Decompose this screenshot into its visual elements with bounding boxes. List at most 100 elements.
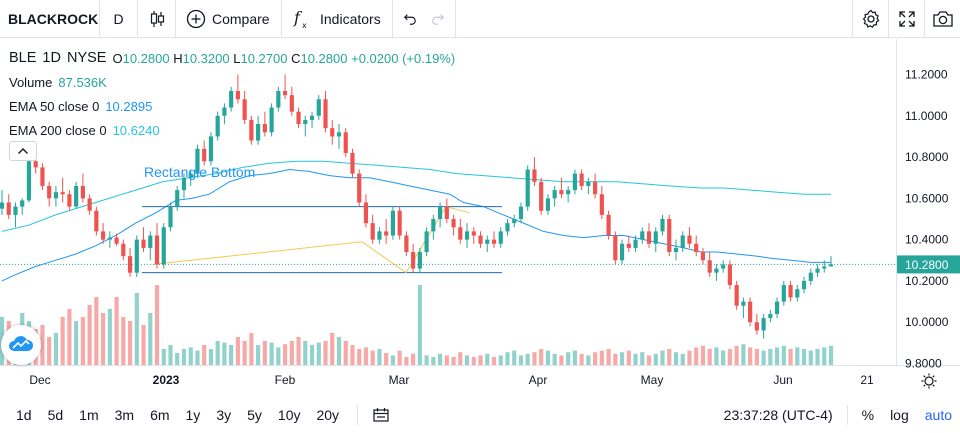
volume-bar bbox=[370, 350, 375, 365]
range-button-5y[interactable]: 5y bbox=[247, 407, 262, 423]
x-tick-label: Feb bbox=[275, 373, 296, 387]
candle bbox=[761, 313, 766, 339]
candle bbox=[309, 111, 315, 129]
candle bbox=[107, 231, 112, 248]
volume-bar bbox=[343, 341, 348, 365]
candle bbox=[222, 103, 227, 125]
x-tick-label: May bbox=[641, 373, 664, 387]
candle bbox=[161, 223, 166, 269]
ema200-line bbox=[1, 160, 831, 232]
volume-bar bbox=[714, 347, 719, 365]
volume-bar bbox=[512, 350, 517, 365]
volume-bar bbox=[87, 305, 92, 365]
volume-bar bbox=[161, 349, 166, 365]
candle bbox=[613, 231, 618, 265]
candle bbox=[67, 190, 72, 211]
price-axis[interactable]: 11.2000 11.0000 10.8000 10.6000 10.4000 10.20… bbox=[905, 68, 949, 371]
redo-icon[interactable] bbox=[431, 11, 445, 27]
candle bbox=[289, 86, 294, 116]
fullscreen-button[interactable] bbox=[888, 0, 924, 38]
legend-ema50-row[interactable]: EMA 50 close 0 10.2895 bbox=[9, 94, 455, 118]
candle bbox=[411, 243, 416, 273]
volume-bar bbox=[417, 285, 422, 365]
candle bbox=[586, 177, 591, 195]
bottom-separator bbox=[357, 405, 359, 425]
compare-button[interactable]: Compare bbox=[176, 0, 282, 37]
candle bbox=[424, 227, 429, 257]
legend-interval: 1D bbox=[42, 50, 61, 66]
close-label: C bbox=[291, 50, 301, 66]
legend-volume-row[interactable]: Volume 87.536K bbox=[9, 70, 455, 94]
pattern-line[interactable] bbox=[152, 206, 471, 274]
percent-scale-toggle[interactable]: % bbox=[861, 407, 875, 423]
volume-bar bbox=[148, 313, 153, 365]
candle bbox=[370, 214, 375, 244]
volume-bar bbox=[215, 341, 220, 365]
volume-bar bbox=[53, 333, 59, 365]
volume-bar bbox=[451, 357, 456, 365]
volume-bar bbox=[539, 349, 544, 365]
range-button-3m[interactable]: 3m bbox=[114, 407, 135, 423]
candle bbox=[417, 247, 422, 273]
symbol-search-button[interactable]: BLACKROCK bbox=[0, 0, 100, 37]
volume-bar bbox=[296, 337, 301, 365]
candle bbox=[633, 235, 638, 253]
price-chart[interactable]: 10.2800 11.2000 11.0000 10.8000 10.6000 10.4… bbox=[0, 39, 960, 397]
undo-icon[interactable] bbox=[403, 11, 417, 27]
volume-bar bbox=[188, 347, 193, 365]
legend-ema200-row[interactable]: EMA 200 close 0 10.6240 bbox=[9, 118, 455, 142]
candle bbox=[121, 239, 126, 261]
candle bbox=[727, 260, 732, 290]
candle bbox=[87, 194, 92, 215]
auto-scale-toggle[interactable]: auto bbox=[924, 407, 952, 423]
volume-bar bbox=[505, 352, 510, 365]
timezone-clock[interactable]: 23:37:28 (UTC-4) bbox=[723, 407, 833, 423]
chart-type-button[interactable] bbox=[138, 0, 176, 37]
screenshot-button[interactable] bbox=[924, 0, 960, 38]
drawing-label[interactable]: Rectangle Bottom bbox=[144, 164, 256, 180]
indicators-button[interactable]: f x Indicators bbox=[282, 0, 393, 37]
candle bbox=[532, 157, 537, 186]
volume-bar bbox=[350, 345, 355, 365]
fullscreen-icon bbox=[898, 10, 915, 27]
range-button-6m[interactable]: 6m bbox=[150, 407, 170, 423]
volume-bar bbox=[242, 341, 247, 365]
candle bbox=[397, 206, 402, 240]
x-tick-label: Apr bbox=[529, 373, 548, 387]
time-axis[interactable]: Dec 2023 Feb Mar Apr May Jun 21 bbox=[29, 373, 874, 387]
range-button-1d[interactable]: 1d bbox=[16, 407, 32, 423]
volume-bar bbox=[154, 285, 160, 365]
high-label: H bbox=[173, 50, 183, 66]
date-range-button[interactable] bbox=[368, 397, 394, 433]
volume-bar bbox=[458, 352, 463, 365]
candle bbox=[640, 227, 645, 244]
volume-bar bbox=[222, 342, 227, 365]
candle bbox=[606, 210, 611, 240]
low-label: L bbox=[233, 50, 241, 66]
volume-bar bbox=[141, 325, 146, 365]
x-tick-label: Mar bbox=[389, 373, 410, 387]
volume-bar bbox=[498, 355, 503, 365]
range-selector: 1d 5d 1m 3m 6m 1y 3y 5y 10y 20y bbox=[0, 397, 347, 433]
volume-bar bbox=[336, 337, 342, 365]
range-button-3y[interactable]: 3y bbox=[216, 407, 232, 423]
candle bbox=[552, 185, 557, 207]
volume-bar bbox=[727, 349, 732, 365]
range-button-20y[interactable]: 20y bbox=[316, 407, 340, 423]
axis-settings-button[interactable] bbox=[921, 373, 937, 389]
range-button-1y[interactable]: 1y bbox=[185, 407, 201, 423]
candle bbox=[296, 107, 301, 129]
candle bbox=[20, 198, 25, 215]
interval-button[interactable]: D bbox=[100, 0, 138, 37]
range-button-5d[interactable]: 5d bbox=[47, 407, 64, 423]
candle bbox=[0, 190, 5, 215]
candle bbox=[754, 313, 759, 335]
candle bbox=[262, 111, 267, 137]
settings-button[interactable] bbox=[852, 0, 888, 38]
candle bbox=[653, 227, 658, 253]
tradingview-logo[interactable] bbox=[1, 325, 41, 365]
legend-collapse-button[interactable] bbox=[9, 141, 37, 161]
range-button-10y[interactable]: 10y bbox=[277, 407, 301, 423]
range-button-1m[interactable]: 1m bbox=[79, 407, 99, 423]
log-scale-toggle[interactable]: log bbox=[890, 407, 909, 423]
